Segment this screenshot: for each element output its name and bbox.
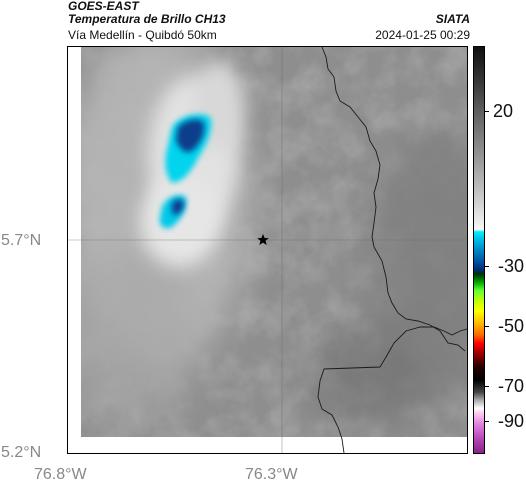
colorbar-label: -30 [498,256,525,276]
colorbar-label: -90 [498,411,525,431]
header-product-title: Temperatura de Brillo CH13 [68,12,226,26]
header-organization: SIATA [435,12,470,26]
star-icon [257,234,269,245]
colorbar-tick [484,111,489,112]
department-border-south [317,326,467,453]
colorbar-tick [484,326,489,327]
lat-label-5-2: 5.2°N [1,444,42,461]
colorbar-tick [484,266,489,267]
department-border [321,47,466,352]
colorbar-label: -50 [498,316,525,336]
header-region: Vía Medellín - Quibdó 50km [68,28,217,42]
colorbar-tick [484,386,489,387]
lon-label-76-8: 76.8°W [34,466,87,483]
lon-label-76-3: 76.3°W [245,466,298,483]
header-timestamp: 2024-01-25 00:29 [375,28,470,42]
lat-label-5-7: 5.7°N [1,232,42,249]
colorbar [473,46,485,454]
satellite-imagery [68,47,467,453]
header-platform: GOES-EAST [68,0,139,13]
colorbar-label: -70 [498,376,525,396]
colorbar-label: 20 [493,101,514,121]
colorbar-tick [484,421,489,422]
satellite-map[interactable] [67,46,468,454]
